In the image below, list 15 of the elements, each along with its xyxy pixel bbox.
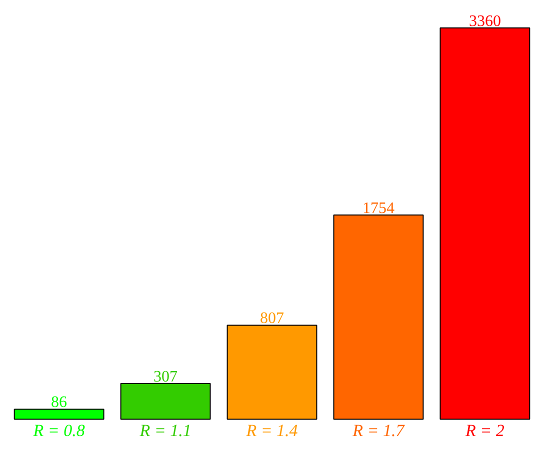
- x-tick-label: R = 1.1: [138, 421, 192, 440]
- data-label: 1754: [362, 200, 394, 217]
- x-tick-label: R = 2: [464, 421, 505, 440]
- data-label: 3360: [468, 12, 501, 30]
- x-tick-label: R = 0.8: [32, 421, 86, 440]
- bar: [14, 408, 104, 420]
- bar: [333, 214, 424, 420]
- data-label: 807: [260, 310, 284, 328]
- x-tick-label: R = 1.4: [245, 421, 298, 440]
- x-tick-label: R = 1.7: [352, 421, 406, 440]
- bar: [120, 382, 211, 420]
- data-label: 307: [154, 368, 178, 386]
- bar: [226, 324, 318, 420]
- bar: [440, 27, 530, 420]
- data-label: 86: [51, 394, 68, 412]
